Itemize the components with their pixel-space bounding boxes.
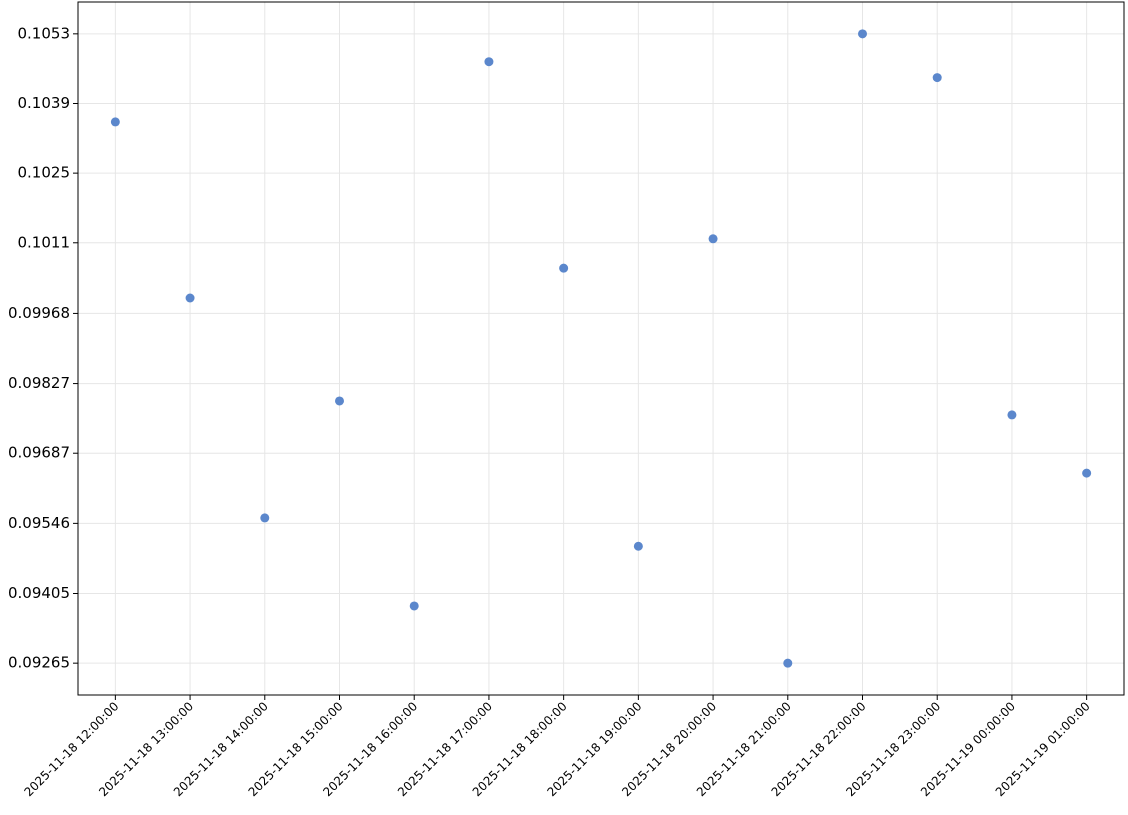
point xyxy=(783,658,793,668)
point xyxy=(409,601,419,611)
point xyxy=(260,513,270,523)
y-tick-label: 0.1039 xyxy=(18,94,71,112)
point xyxy=(633,541,643,551)
point xyxy=(484,57,494,67)
y-tick-label: 0.09687 xyxy=(8,444,70,462)
point xyxy=(110,117,120,127)
point xyxy=(1007,410,1017,420)
point xyxy=(708,234,718,244)
point xyxy=(335,396,344,406)
y-tick-label: 0.09546 xyxy=(8,514,70,532)
point xyxy=(559,263,569,273)
point xyxy=(932,73,942,83)
point xyxy=(1082,468,1092,478)
y-tick-label: 0.1025 xyxy=(18,164,71,182)
y-tick-label: 0.1053 xyxy=(18,24,71,42)
plot-frame xyxy=(77,1,1125,696)
y-tick-label: 0.09827 xyxy=(8,374,70,392)
y-tick-label: 0.09265 xyxy=(8,654,70,672)
y-tick-label: 0.1011 xyxy=(18,233,71,251)
point xyxy=(858,29,867,39)
y-tick-label: 0.09968 xyxy=(8,304,70,322)
y-tick-label: 0.09405 xyxy=(8,584,70,602)
point xyxy=(185,293,195,303)
